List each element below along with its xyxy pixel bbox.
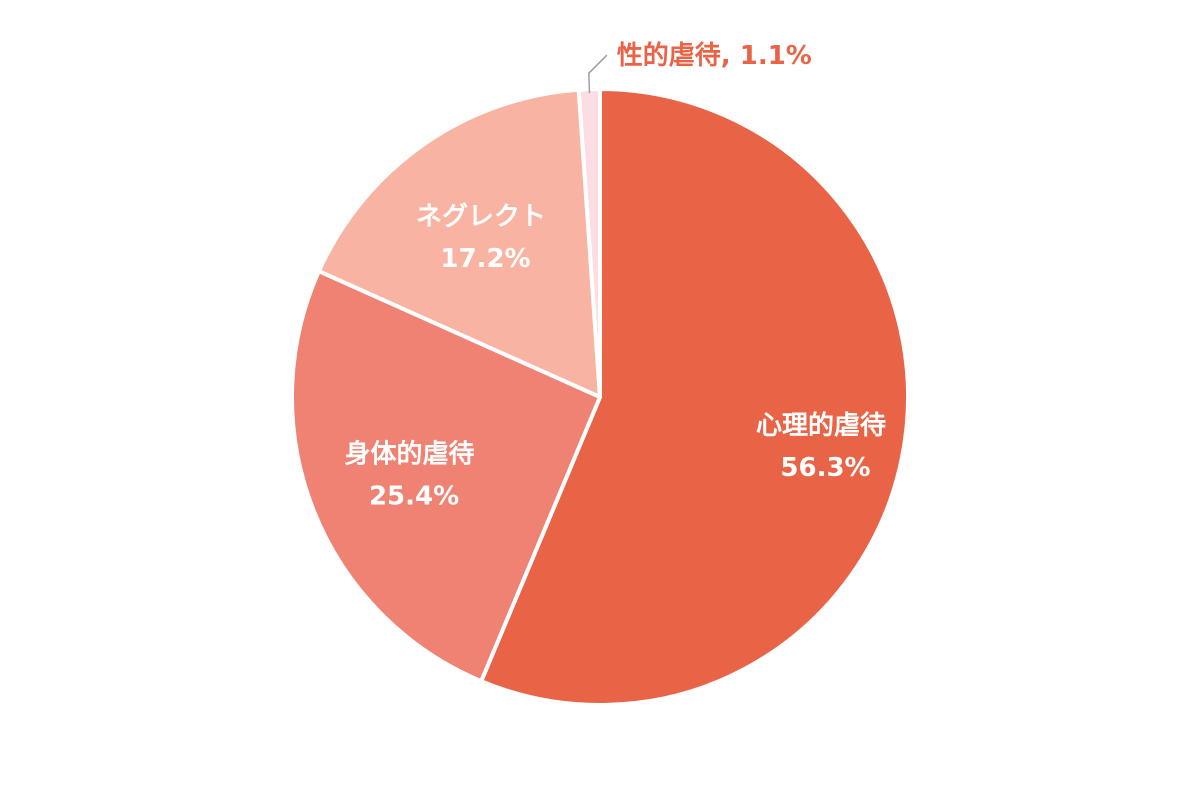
slice-value-physical-abuse: 25.4% (369, 482, 459, 512)
pie-slice-physical-abuse (290, 269, 602, 684)
slice-label-physical-abuse: 身体的虐待 25.4% (345, 439, 484, 512)
slice-name-physical-abuse: 身体的虐待 (345, 439, 475, 470)
pie-slice-neglect (316, 87, 602, 399)
leader-line-sexual-abuse (588, 54, 608, 94)
slice-label-sexual-abuse: 性的虐待, 1.1% (617, 40, 812, 71)
slice-label-neglect: ネグレクト 17.2% (416, 202, 555, 274)
slice-name-psychological-abuse: 心理的虐待 (756, 410, 886, 441)
pie-slices (290, 87, 910, 707)
slice-value-neglect: 17.2% (440, 244, 530, 274)
slice-name-neglect: ネグレクト (416, 202, 546, 232)
slice-value-psychological-abuse: 56.3% (780, 453, 870, 483)
slice-labels: 心理的虐待 56.3% 身体的虐待 25.4% ネグレクト 17.2% 性的虐待… (345, 40, 895, 512)
slice-label-psychological-abuse: 心理的虐待 56.3% (756, 410, 895, 483)
leader-lines (588, 54, 608, 94)
pie-slice-psychological-abuse (479, 87, 910, 707)
